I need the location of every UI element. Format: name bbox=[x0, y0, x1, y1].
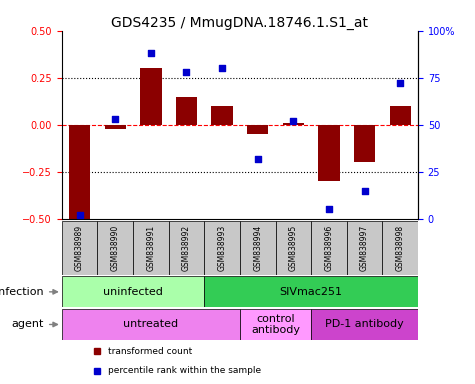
Text: GSM838997: GSM838997 bbox=[360, 225, 369, 271]
Point bbox=[147, 50, 155, 56]
Text: GSM838993: GSM838993 bbox=[218, 225, 227, 271]
Bar bbox=[176, 96, 197, 125]
Point bbox=[254, 156, 261, 162]
Bar bbox=[354, 125, 375, 162]
Point bbox=[289, 118, 297, 124]
Bar bbox=[283, 123, 304, 125]
Bar bbox=[104, 125, 126, 129]
Bar bbox=[247, 125, 268, 134]
Point bbox=[325, 207, 332, 213]
Text: GSM838992: GSM838992 bbox=[182, 225, 191, 271]
Text: transformed count: transformed count bbox=[108, 347, 192, 356]
Text: GSM838989: GSM838989 bbox=[75, 225, 84, 271]
Bar bbox=[69, 125, 90, 219]
Text: untreated: untreated bbox=[123, 319, 179, 329]
Bar bbox=[276, 221, 311, 275]
Text: control
antibody: control antibody bbox=[251, 314, 300, 335]
Title: GDS4235 / MmugDNA.18746.1.S1_at: GDS4235 / MmugDNA.18746.1.S1_at bbox=[111, 16, 369, 30]
Text: agent: agent bbox=[11, 319, 44, 329]
Bar bbox=[204, 276, 418, 307]
Text: uninfected: uninfected bbox=[103, 287, 163, 297]
Bar bbox=[133, 221, 169, 275]
Bar bbox=[62, 309, 240, 340]
Bar bbox=[204, 221, 240, 275]
Text: GSM838998: GSM838998 bbox=[396, 225, 405, 271]
Text: percentile rank within the sample: percentile rank within the sample bbox=[108, 366, 261, 375]
Bar bbox=[211, 106, 233, 125]
Text: GSM838995: GSM838995 bbox=[289, 225, 298, 271]
Bar bbox=[311, 221, 347, 275]
Point bbox=[111, 116, 119, 122]
Bar bbox=[390, 106, 411, 125]
Bar bbox=[382, 221, 418, 275]
Point bbox=[182, 69, 190, 75]
Bar bbox=[347, 221, 382, 275]
Text: PD-1 antibody: PD-1 antibody bbox=[325, 319, 404, 329]
Text: SIVmac251: SIVmac251 bbox=[280, 287, 342, 297]
Bar bbox=[62, 221, 97, 275]
Bar bbox=[62, 276, 204, 307]
Text: GSM838996: GSM838996 bbox=[324, 225, 333, 271]
Point bbox=[218, 65, 226, 71]
Bar bbox=[240, 221, 276, 275]
Text: infection: infection bbox=[0, 287, 44, 297]
Text: GSM838991: GSM838991 bbox=[146, 225, 155, 271]
Text: GSM838994: GSM838994 bbox=[253, 225, 262, 271]
Text: GSM838990: GSM838990 bbox=[111, 225, 120, 271]
Point bbox=[76, 212, 84, 218]
Bar bbox=[240, 309, 311, 340]
Point bbox=[361, 187, 369, 194]
Bar bbox=[318, 125, 340, 181]
Bar bbox=[140, 68, 162, 125]
Point bbox=[396, 80, 404, 86]
Bar bbox=[169, 221, 204, 275]
Bar bbox=[97, 221, 133, 275]
Bar bbox=[311, 309, 418, 340]
